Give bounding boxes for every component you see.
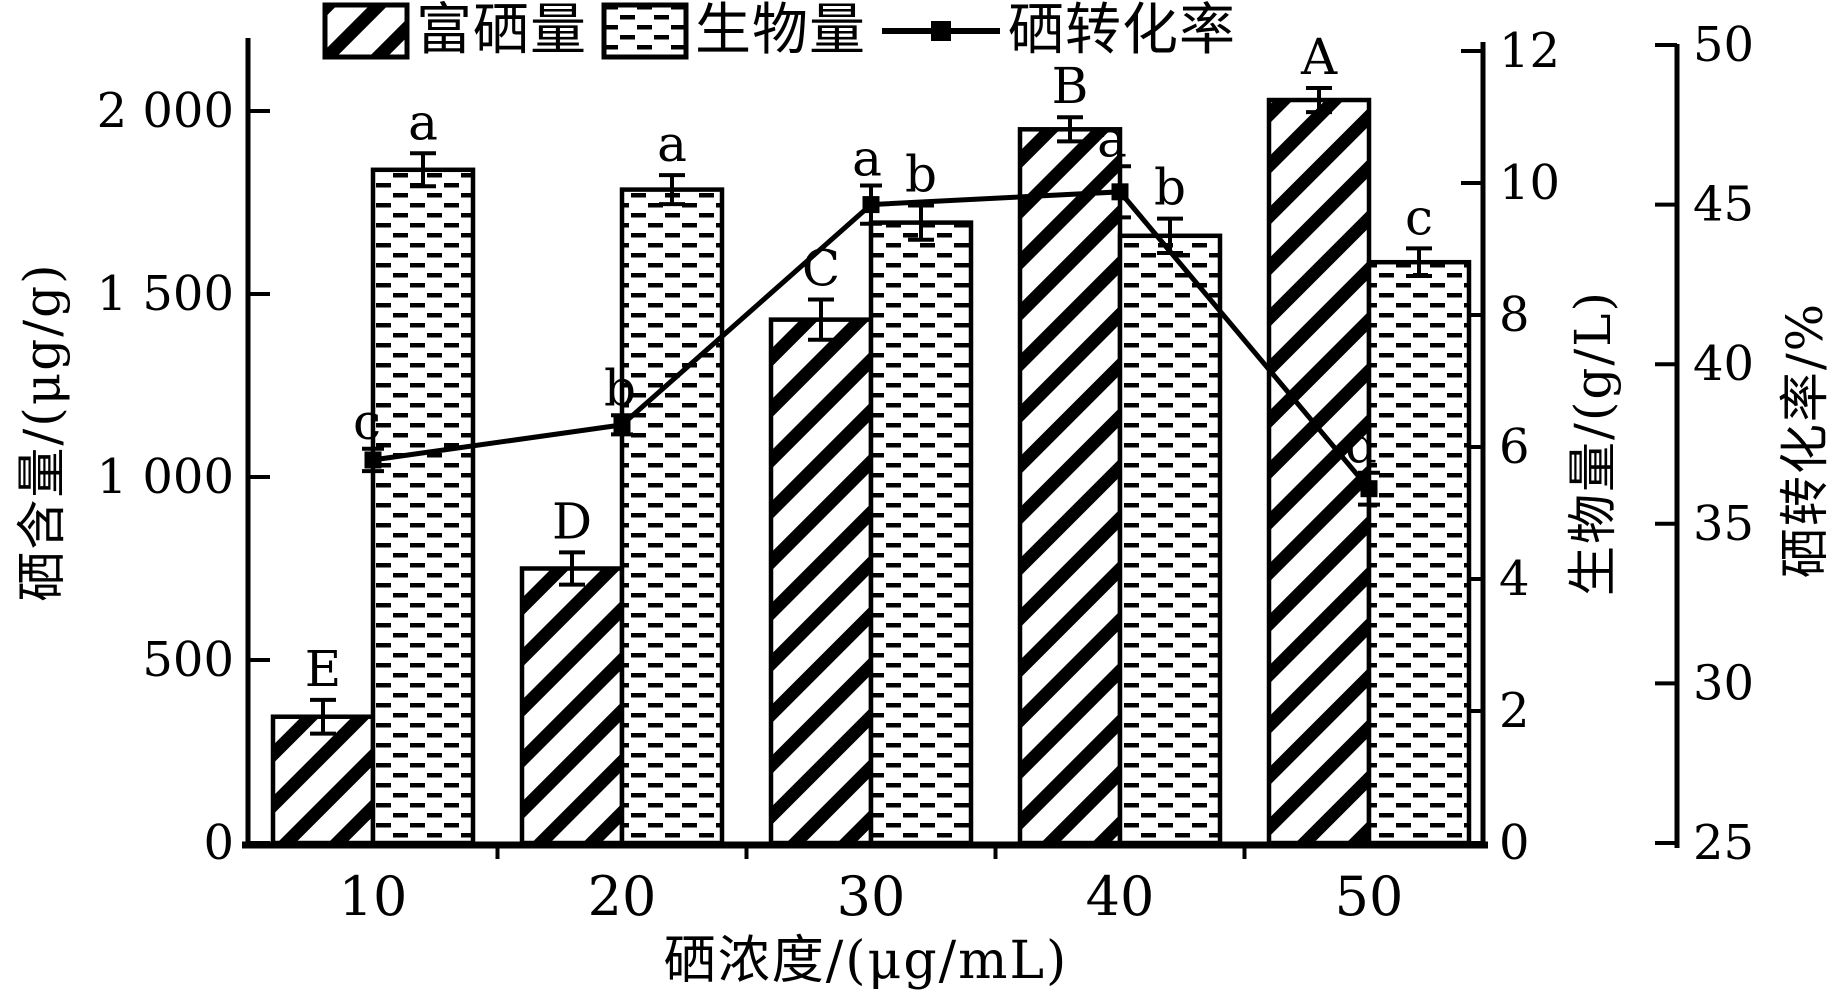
left-tick-label: 0 xyxy=(203,815,234,871)
sig-letter-bar: b xyxy=(905,145,937,203)
conv-tick-label: 40 xyxy=(1693,336,1754,392)
sig-letter-bar: b xyxy=(1154,159,1186,217)
line-marker-40 xyxy=(1111,183,1129,201)
conv-tick-label: 25 xyxy=(1693,815,1754,871)
series-biomass: a ab bc xyxy=(370,93,1472,846)
conv-tick-label: 30 xyxy=(1693,655,1754,711)
conv-tick-label: 35 xyxy=(1693,496,1754,552)
x-tick-label: 30 xyxy=(837,865,906,928)
left-axis-title: 硒含量/(μg/g) xyxy=(13,262,71,602)
sig-letter-line: c xyxy=(353,393,381,451)
conversion-axis-title: 硒转化率/% xyxy=(1776,301,1834,579)
legend-item-se-content: 富硒量 xyxy=(322,2,587,60)
bar-富硒量-40 xyxy=(1017,127,1123,846)
sig-letter-line: a xyxy=(852,129,882,187)
legend: 富硒量 生物量 硒转化率 xyxy=(322,2,1250,60)
bio-tick-label: 0 xyxy=(1499,815,1530,871)
line-marker-50 xyxy=(1360,480,1378,498)
sig-letter-bar: a xyxy=(408,93,438,151)
sig-letter-bar: B xyxy=(1052,57,1089,115)
dots-swatch-icon xyxy=(601,2,689,60)
sig-letter-bar: c xyxy=(1405,188,1433,246)
bar-生物量-30 xyxy=(868,220,974,846)
line-marker-20 xyxy=(613,416,631,434)
bio-tick-label: 10 xyxy=(1499,155,1560,211)
bar-富硒量-10 xyxy=(270,714,376,846)
biomass-axis-title: 生物量/(g/L) xyxy=(1564,290,1622,596)
bar-生物量-10 xyxy=(370,167,476,846)
sig-letter-bar: a xyxy=(657,115,687,173)
series-conversion-line: cba ad xyxy=(353,110,1380,507)
left-tick-label: 1 500 xyxy=(97,266,234,322)
left-tick-label: 500 xyxy=(142,632,234,688)
legend-item-biomass: 生物量 xyxy=(601,2,866,60)
x-tick-label: 10 xyxy=(339,865,408,928)
conv-tick-label: 45 xyxy=(1693,177,1754,233)
sig-letter-bar: A xyxy=(1300,28,1338,86)
line-marker-10 xyxy=(364,451,382,469)
x-tick-label: 40 xyxy=(1086,865,1155,928)
x-axis-title: 硒浓度/(μg/mL) xyxy=(663,931,1069,991)
legend-label-biomass: 生物量 xyxy=(695,0,866,63)
line-marker-30 xyxy=(862,196,880,214)
bar-富硒量-30 xyxy=(768,317,874,846)
sig-letter-line: a xyxy=(1097,110,1127,168)
bar-生物量-50 xyxy=(1366,259,1472,846)
bio-tick-label: 2 xyxy=(1499,683,1530,739)
legend-label-conversion: 硒转化率 xyxy=(1008,0,1236,63)
x-tick-label: 20 xyxy=(588,865,657,928)
legend-item-conversion: 硒转化率 xyxy=(880,2,1236,60)
left-tick-label: 2 000 xyxy=(97,83,234,139)
left-tick-label: 1 000 xyxy=(97,449,234,505)
sig-letter-bar: D xyxy=(552,492,592,550)
bar-富硒量-20 xyxy=(519,566,625,846)
sig-letter-bar: E xyxy=(305,640,342,698)
bio-tick-label: 8 xyxy=(1499,287,1530,343)
bar-生物量-40 xyxy=(1117,233,1223,846)
x-tick-label: 50 xyxy=(1335,865,1404,928)
legend-label-se-content: 富硒量 xyxy=(416,0,587,63)
sig-letter-line: d xyxy=(1345,417,1377,475)
line-swatch-icon xyxy=(882,21,1000,41)
hatch-swatch-icon xyxy=(322,2,410,60)
sig-letter-line: b xyxy=(604,359,636,417)
bio-tick-label: 4 xyxy=(1499,551,1530,607)
bio-tick-label: 6 xyxy=(1499,419,1530,475)
bar-生物量-20 xyxy=(619,187,725,846)
bio-tick-label: 12 xyxy=(1499,23,1560,79)
conv-tick-label: 50 xyxy=(1693,17,1754,73)
